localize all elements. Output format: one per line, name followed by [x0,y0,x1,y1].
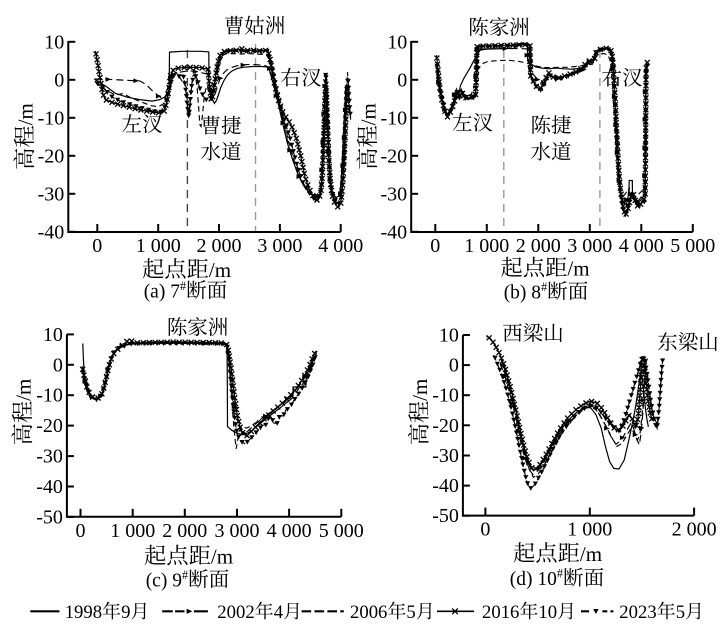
svg-text:-20: -20 [381,145,408,167]
svg-text:-10: -10 [38,107,65,129]
svg-text:2023: 2023 [619,602,656,623]
svg-text:0: 0 [449,355,459,377]
svg-text:3 000: 3 000 [567,235,612,257]
svg-text:2016: 2016 [482,602,519,623]
svg-text:10: 10 [44,31,64,53]
svg-text:-30: -30 [36,446,63,468]
svg-text:(c) 9: (c) 9 [146,570,182,591]
svg-text:5 000: 5 000 [319,520,364,542]
svg-text:1 000: 1 000 [136,235,181,257]
svg-text:/m: /m [408,379,432,401]
svg-text:-40: -40 [381,221,408,243]
svg-text:0: 0 [92,235,102,257]
svg-text:-40: -40 [432,475,459,497]
svg-text:-10: -10 [381,107,408,129]
svg-text:2006: 2006 [350,602,387,623]
svg-text:-40: -40 [38,221,65,243]
svg-text:(b) 8: (b) 8 [504,282,541,303]
svg-text:4 000: 4 000 [318,235,363,257]
svg-text:-30: -30 [381,183,408,205]
svg-text:0: 0 [397,69,407,91]
svg-text:-40: -40 [36,476,63,498]
svg-text:0: 0 [430,235,440,257]
svg-text:5 000: 5 000 [670,235,715,257]
svg-text:10: 10 [387,31,407,53]
svg-text:10: 10 [439,325,459,347]
svg-text:/m: /m [209,258,231,282]
svg-text:0: 0 [53,354,63,376]
svg-text:0: 0 [76,520,86,542]
svg-text:(d) 10: (d) 10 [510,569,557,590]
svg-text:/m: /m [580,542,602,566]
svg-text:/m: /m [13,103,37,125]
svg-text:1 000: 1 000 [567,519,612,541]
svg-text:1 000: 1 000 [464,235,509,257]
svg-text:4: 4 [274,602,284,623]
svg-text:-20: -20 [38,145,65,167]
svg-text:1 000: 1 000 [110,520,155,542]
svg-text:1998: 1998 [65,602,102,623]
svg-text:2 000: 2 000 [162,520,207,542]
svg-text:4 000: 4 000 [267,520,312,542]
svg-text:#: # [541,280,547,294]
svg-text:-50: -50 [432,505,459,527]
svg-text:-20: -20 [432,415,459,437]
svg-text:-10: -10 [36,385,63,407]
svg-text:-50: -50 [36,506,63,528]
svg-text:2002: 2002 [217,602,254,623]
svg-text:3 000: 3 000 [215,520,260,542]
svg-text:-30: -30 [432,445,459,467]
svg-text:0: 0 [480,519,490,541]
svg-text:2 000: 2 000 [516,235,561,257]
svg-text:0: 0 [54,69,64,91]
svg-text:#: # [557,567,563,581]
svg-text:3 000: 3 000 [257,235,302,257]
svg-text:4 000: 4 000 [619,235,664,257]
svg-text:5: 5 [406,602,415,623]
svg-text:#: # [182,568,188,582]
svg-text:9: 9 [121,602,130,623]
svg-text:/m: /m [567,256,589,280]
svg-text:5: 5 [676,602,685,623]
svg-text:-10: -10 [432,385,459,407]
svg-text:2 000: 2 000 [197,235,242,257]
svg-text:-20: -20 [36,415,63,437]
svg-text:10: 10 [538,602,557,623]
svg-text:-30: -30 [38,183,65,205]
svg-text:/m: /m [11,379,35,401]
svg-text:(a) 7: (a) 7 [144,281,181,302]
svg-text:/m: /m [211,544,233,568]
svg-text:/m: /m [356,103,380,125]
svg-text:#: # [180,279,186,293]
svg-text:10: 10 [43,324,63,346]
svg-text:2 000: 2 000 [672,519,717,541]
